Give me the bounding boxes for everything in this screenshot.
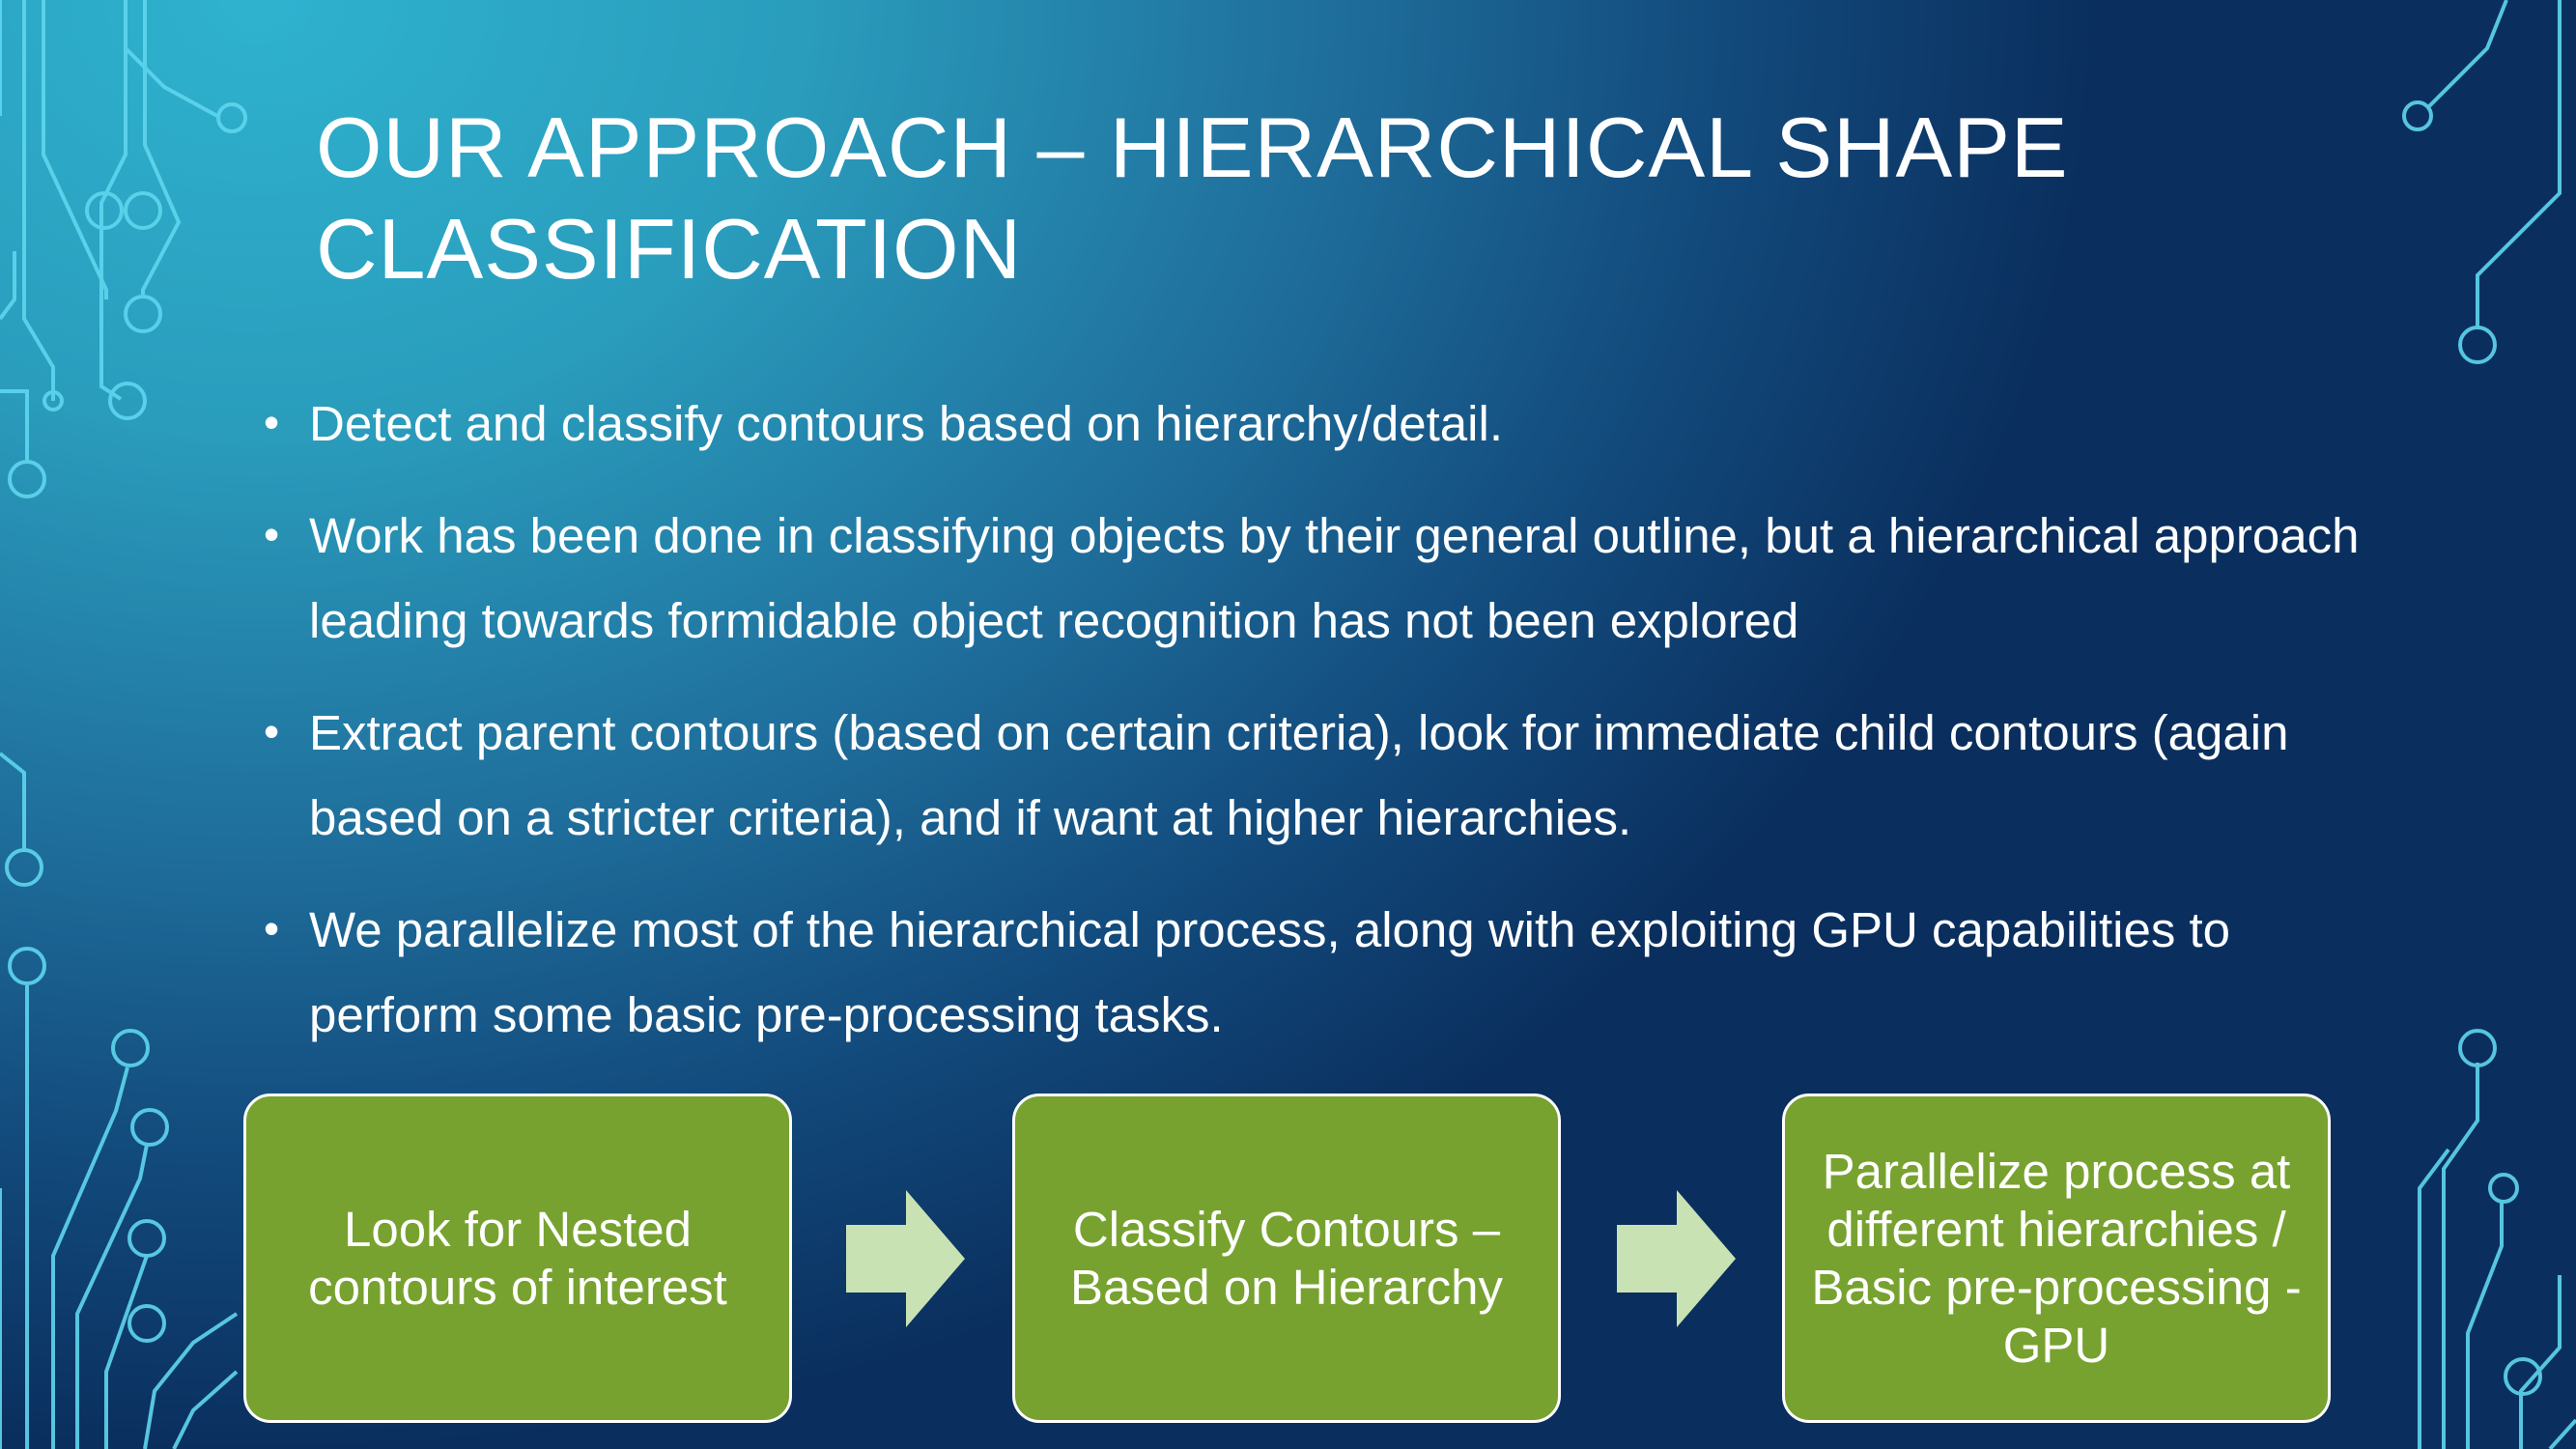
bullet-list: • Detect and classify contours based on … (256, 382, 2381, 1085)
bullet-text: We parallelize most of the hierarchical … (309, 902, 2231, 1042)
right-arrow-icon (1617, 1190, 1736, 1327)
bullet-dot: • (264, 903, 280, 953)
bullet-text: Work has been done in classifying object… (309, 508, 2360, 648)
bullet-text: Extract parent contours (based on certai… (309, 705, 2289, 845)
bullet-text: Detect and classify contours based on hi… (309, 396, 1504, 451)
process-step-label: Classify Contours – Based on Hierarchy (1070, 1201, 1503, 1315)
bullet-item: • Detect and classify contours based on … (256, 382, 2381, 467)
right-arrow-icon (846, 1190, 965, 1327)
process-step-3: Parallelize process at different hierarc… (1782, 1094, 2331, 1423)
bullet-dot: • (264, 706, 280, 756)
bullet-item: • We parallelize most of the hierarchica… (256, 888, 2381, 1058)
process-step-label: Look for Nested contours of interest (308, 1201, 727, 1315)
process-step-1: Look for Nested contours of interest (243, 1094, 792, 1423)
process-step-2: Classify Contours – Based on Hierarchy (1012, 1094, 1561, 1423)
bullet-item: • Extract parent contours (based on cert… (256, 691, 2381, 861)
slide-title: Our Approach – Hierarchical Shape Classi… (316, 99, 2069, 297)
bullet-dot: • (264, 509, 280, 559)
bullet-dot: • (264, 397, 280, 447)
bullet-item: • Work has been done in classifying obje… (256, 494, 2381, 664)
process-step-label: Parallelize process at different hierarc… (1811, 1143, 2302, 1373)
